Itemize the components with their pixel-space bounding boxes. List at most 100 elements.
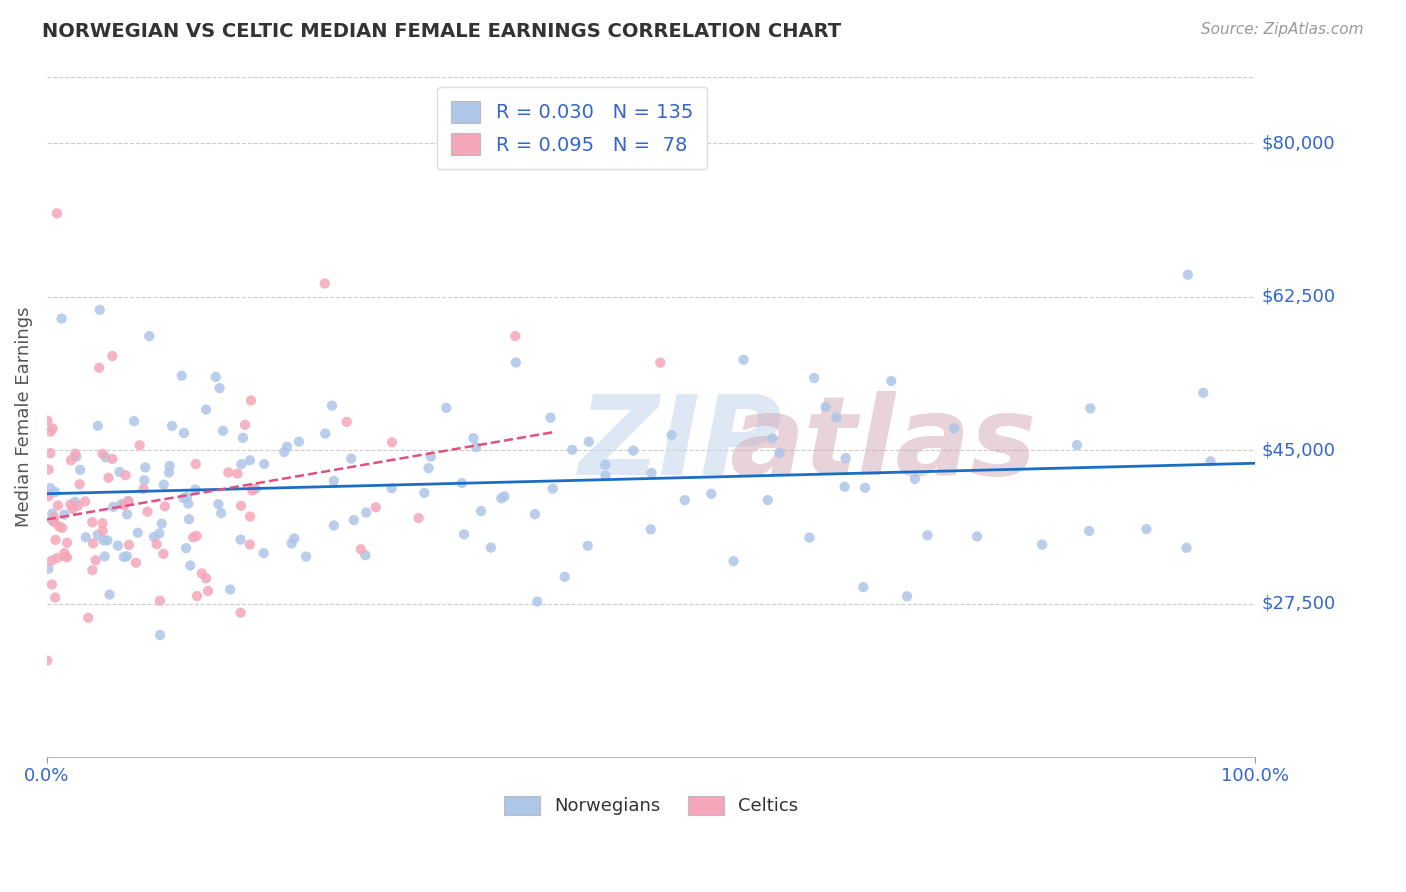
Point: [107, 539, 129, 553]
Point: [834, 480, 856, 494]
Point: [276, 440, 298, 454]
Point: [184, 457, 207, 471]
Point: [69, 477, 91, 491]
Point: [1135, 522, 1157, 536]
Point: [723, 554, 745, 568]
Point: [127, 525, 149, 540]
Point: [170, 368, 193, 383]
Point: [381, 481, 404, 495]
Point: [880, 374, 903, 388]
Point: [75, 530, 97, 544]
Point: [700, 487, 723, 501]
Point: [89, 302, 111, 317]
Point: [115, 549, 138, 564]
Point: [321, 399, 343, 413]
Point: [195, 402, 218, 417]
Point: [82, 536, 104, 550]
Point: [186, 529, 208, 543]
Point: [41, 507, 63, 521]
Point: [173, 425, 195, 440]
Point: [413, 486, 436, 500]
Point: [917, 528, 939, 542]
Point: [505, 355, 527, 369]
Point: [217, 466, 239, 480]
Point: [125, 556, 148, 570]
Point: [48, 519, 70, 533]
Point: [523, 507, 546, 521]
Point: [149, 593, 172, 607]
Point: [59, 498, 82, 512]
Point: [343, 513, 366, 527]
Text: ZIP: ZIP: [578, 391, 782, 498]
Point: [283, 532, 305, 546]
Point: [540, 410, 562, 425]
Point: [96, 533, 118, 548]
Point: [117, 494, 139, 508]
Point: [38, 462, 60, 476]
Point: [41, 553, 63, 567]
Point: [966, 529, 988, 543]
Point: [834, 451, 856, 466]
Point: [134, 460, 156, 475]
Point: [93, 549, 115, 564]
Point: [186, 589, 208, 603]
Point: [212, 424, 235, 438]
Point: [46, 550, 69, 565]
Point: [451, 476, 474, 491]
Point: [45, 533, 67, 547]
Point: [56, 535, 79, 549]
Point: [63, 495, 86, 509]
Point: [46, 499, 69, 513]
Point: [541, 482, 564, 496]
Point: [240, 483, 263, 498]
Point: [904, 472, 927, 486]
Point: [37, 414, 59, 428]
Point: [621, 443, 644, 458]
Point: [233, 417, 256, 432]
Point: [150, 516, 173, 531]
Point: [1177, 268, 1199, 282]
Point: [479, 541, 502, 555]
Point: [117, 494, 139, 508]
Point: [177, 497, 200, 511]
Point: [41, 513, 63, 527]
Text: Source: ZipAtlas.com: Source: ZipAtlas.com: [1201, 22, 1364, 37]
Point: [136, 505, 159, 519]
Point: [53, 508, 76, 522]
Point: [453, 527, 475, 541]
Point: [761, 432, 783, 446]
Point: [103, 500, 125, 514]
Point: [65, 450, 87, 464]
Point: [354, 548, 377, 562]
Y-axis label: Median Female Earnings: Median Female Earnings: [15, 307, 32, 527]
Point: [434, 401, 457, 415]
Point: [94, 450, 117, 465]
Point: [110, 497, 132, 511]
Point: [159, 458, 181, 473]
Point: [181, 530, 204, 544]
Point: [122, 414, 145, 428]
Point: [253, 546, 276, 560]
Point: [114, 468, 136, 483]
Point: [44, 515, 66, 529]
Point: [132, 482, 155, 496]
Point: [803, 371, 825, 385]
Point: [39, 481, 62, 495]
Point: [38, 489, 60, 503]
Point: [101, 452, 124, 467]
Point: [494, 489, 516, 503]
Point: [229, 606, 252, 620]
Point: [39, 446, 62, 460]
Point: [208, 381, 231, 395]
Point: [463, 431, 485, 445]
Point: [640, 522, 662, 536]
Point: [62, 501, 84, 516]
Point: [44, 484, 66, 499]
Point: [153, 500, 176, 514]
Point: [350, 542, 373, 557]
Point: [554, 570, 576, 584]
Point: [77, 611, 100, 625]
Point: [157, 466, 180, 480]
Point: [87, 418, 110, 433]
Point: [322, 474, 344, 488]
